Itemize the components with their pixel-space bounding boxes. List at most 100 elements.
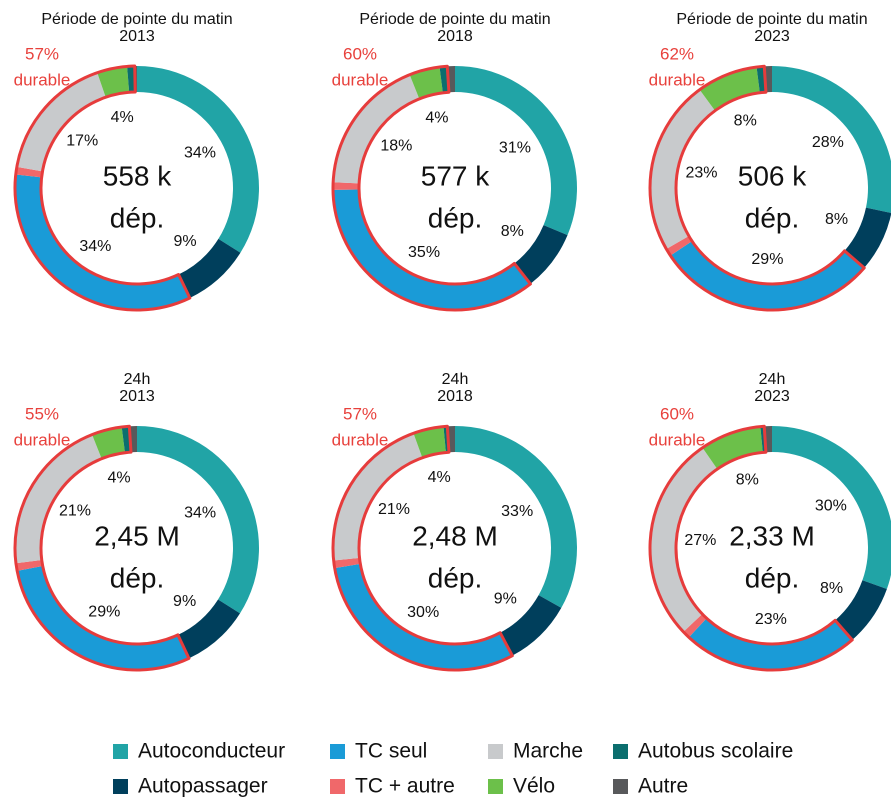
center-label: 506 k [738,160,807,191]
value-label: 9% [173,593,196,610]
sustainable-outline [648,424,854,672]
legend-swatch [113,779,128,794]
center-sublabel: dép. [110,562,165,593]
center-label: 577 k [421,160,490,191]
donut-segment [699,66,760,111]
value-label: 33% [501,503,533,520]
sustainable-text: durable [14,430,71,449]
legend-label: TC seul [355,740,427,763]
center-label: 2,45 M [94,520,180,551]
value-label: 27% [684,532,716,549]
donut-segment [500,595,562,656]
donut-segment [670,241,865,311]
chart-subtitle: 2018 [437,28,473,45]
center-sublabel: dép. [428,202,483,233]
donut-segment [15,434,102,564]
chart-title: Période de pointe du matin [676,11,867,28]
donut-segment [772,66,891,213]
chart-subtitle: 2013 [119,28,155,45]
chart-title: Période de pointe du matin [41,11,232,28]
legend-label: Marche [513,740,583,763]
donut-segment [333,433,423,561]
value-label: 28% [812,134,844,151]
value-label: 8% [734,112,757,129]
legend-swatch [330,744,345,759]
chart-subtitle: 2013 [119,388,155,405]
legend-label: Autre [638,775,688,798]
sustainable-outline [13,424,191,672]
sustainable-text: durable [332,70,389,89]
sustainable-value: 57% [25,44,59,63]
donut-segment [844,207,891,268]
donut-segment [772,426,891,590]
donut-segment [666,236,693,256]
value-label: 23% [755,611,787,628]
value-label: 4% [108,469,131,486]
donut-segment [514,225,568,284]
center-label: 2,48 M [412,520,498,551]
donut-segment [333,189,531,310]
value-label: 4% [428,469,451,486]
legend-label: Vélo [513,775,555,798]
chart-title: Période de pointe du matin [359,11,550,28]
donut-segment [409,66,443,99]
value-label: 8% [820,580,843,597]
value-label: 21% [59,503,91,520]
donut-segment [137,426,259,614]
value-label: 30% [815,498,847,515]
value-label: 30% [407,604,439,621]
donut-segment [178,238,241,298]
value-label: 23% [686,164,718,181]
chart-subtitle: 2023 [754,388,790,405]
center-sublabel: dép. [428,562,483,593]
value-label: 21% [378,501,410,518]
chart-subtitle: 2018 [437,388,473,405]
value-label: 29% [751,251,783,268]
donut-segment [137,66,259,253]
value-label: 34% [184,505,216,522]
legend-swatch [488,779,503,794]
sustainable-outline [648,64,866,312]
sustainable-text: durable [649,70,706,89]
sustainable-value: 55% [25,404,59,423]
legend-label: Autopassager [138,775,268,798]
value-label: 17% [66,132,98,149]
center-sublabel: dép. [745,202,800,233]
sustainable-text: durable [332,430,389,449]
value-label: 35% [408,244,440,261]
chart-title: 24h [124,371,151,388]
chart-title: 24h [759,371,786,388]
donut-segment [455,426,578,608]
donut-segment [92,426,125,459]
value-label: 4% [111,109,134,126]
donut-segment [97,66,130,98]
value-label: 31% [499,139,531,156]
donut-segment [15,174,190,310]
legend-label: Autoconducteur [138,740,285,763]
donut-segment [455,66,577,236]
center-label: 2,33 M [729,520,815,551]
chart-title: 24h [442,371,469,388]
sustainable-value: 60% [343,44,377,63]
sustainable-outline [331,64,532,312]
value-label: 18% [380,137,412,154]
value-label: 29% [88,603,120,620]
center-label: 558 k [103,160,172,191]
sustainable-value: 57% [343,404,377,423]
sustainable-outline [13,64,192,312]
sustainable-outline [331,424,514,672]
legend-swatch [113,744,128,759]
center-sublabel: dép. [745,562,800,593]
legend-label: Autobus scolaire [638,740,793,763]
value-label: 9% [173,233,196,250]
donut-segment [15,166,43,178]
sustainable-text: durable [649,430,706,449]
donut-segment [683,613,707,638]
donut-segment [333,557,361,569]
donut-segment [332,182,360,190]
legend-swatch [613,779,628,794]
value-label: 4% [425,110,448,127]
center-sublabel: dép. [110,202,165,233]
donut-segment [702,426,763,470]
